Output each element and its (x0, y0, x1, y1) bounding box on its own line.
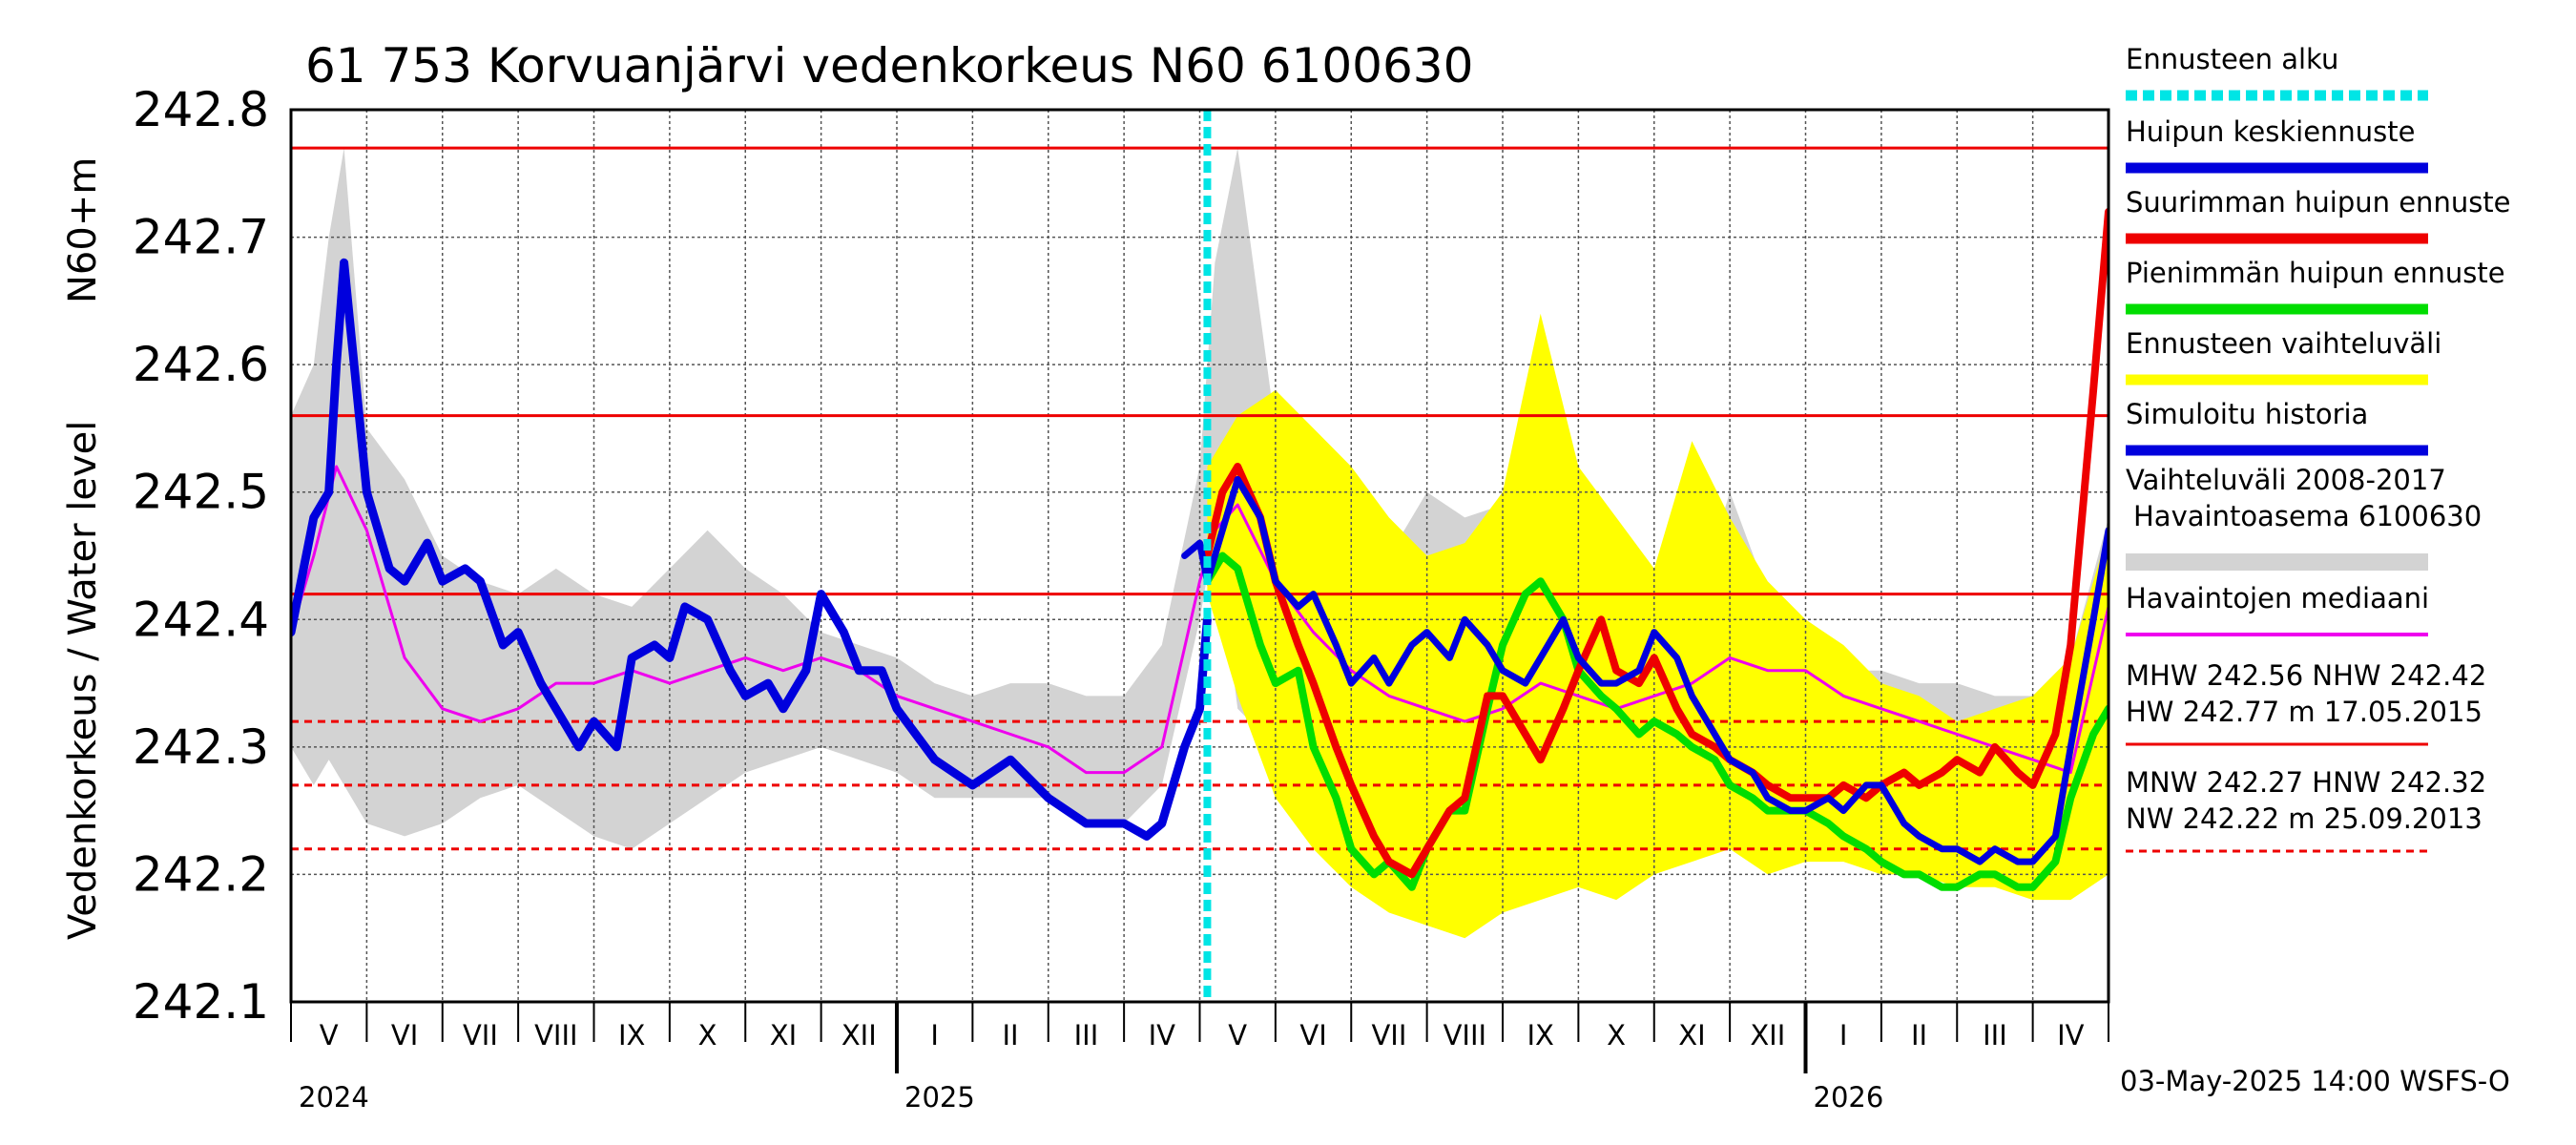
legend-label: Huipun keskiennuste (2126, 115, 2416, 148)
x-month-label: III (1074, 1019, 1099, 1051)
y-tick-label: 242.7 (133, 210, 269, 265)
y-tick-label: 242.8 (133, 82, 269, 137)
x-month-label: X (1607, 1019, 1626, 1051)
legend-label: Ennusteen alku (2126, 43, 2338, 75)
series-simuloitu-historia (291, 258, 1212, 841)
x-month-label: IV (1149, 1019, 1176, 1051)
legend-label: Vaihteluväli 2008-2017 (2126, 464, 2446, 496)
x-month-label: I (1839, 1019, 1848, 1051)
x-month-label: V (1228, 1019, 1247, 1051)
legend-label: Suurimman huipun ennuste (2126, 186, 2511, 219)
y-tick-label: 242.1 (133, 974, 269, 1030)
x-month-label: I (930, 1019, 939, 1051)
legend-stat-line: NW 242.22 m 25.09.2013 (2126, 802, 2483, 835)
x-month-label: IX (618, 1019, 645, 1051)
x-month-label: X (698, 1019, 717, 1051)
x-month-label: II (1003, 1019, 1019, 1051)
x-month-label: VII (463, 1019, 498, 1051)
chart-title: 61 753 Korvuanjärvi vedenkorkeus N60 610… (305, 38, 1473, 94)
x-month-label: III (1983, 1019, 2007, 1051)
legend-label: Havaintoasema 6100630 (2133, 500, 2482, 532)
x-month-label: V (320, 1019, 339, 1051)
legend-stat-line: MNW 242.27 HNW 242.32 (2126, 766, 2486, 799)
x-month-label: IX (1527, 1019, 1553, 1051)
legend-stat-line: MHW 242.56 NHW 242.42 (2126, 659, 2486, 692)
series-suurimman-huipun-ennuste (1203, 207, 2109, 879)
x-month-label: XI (770, 1019, 797, 1051)
plot-area (289, 108, 2110, 1004)
x-month-label: VI (391, 1019, 418, 1051)
legend-label: Ennusteen vaihteluväli (2126, 327, 2441, 360)
x-month-label: IV (2057, 1019, 2085, 1051)
series-pienimm-n-huipun-ennuste (1203, 552, 2109, 891)
x-year-label: 2025 (904, 1081, 975, 1114)
x-month-label: VIII (534, 1019, 578, 1051)
legend-label: Havaintojen mediaani (2126, 582, 2429, 614)
x-month-label: II (1911, 1019, 1927, 1051)
legend-label: Pienimmän huipun ennuste (2126, 257, 2505, 289)
x-month-label: XI (1678, 1019, 1705, 1051)
y-axis-label: Vedenkorkeus / Water level (61, 421, 105, 940)
x-month-label: VI (1299, 1019, 1326, 1051)
series-huipun-keskiennuste (1181, 475, 2109, 865)
x-year-label: 2024 (299, 1081, 369, 1114)
y-tick-label: 242.2 (133, 846, 269, 902)
y-tick-label: 242.3 (133, 719, 269, 775)
legend-label: Simuloitu historia (2126, 398, 2368, 430)
reference-lines-layer (291, 146, 2109, 851)
x-month-label: XII (841, 1019, 877, 1051)
footer-timestamp: 03-May-2025 14:00 WSFS-O (2120, 1065, 2510, 1097)
y-tick-label: 242.6 (133, 337, 269, 392)
series-havaintojen-mediaani (291, 465, 2109, 775)
x-year-label: 2026 (1814, 1081, 1884, 1114)
x-month-label: VIII (1444, 1019, 1487, 1051)
x-month-label: VII (1371, 1019, 1406, 1051)
legend: Ennusteen alku Huipun keskiennuste Suurimm… (2126, 43, 2511, 853)
y-tick-label: 242.5 (133, 465, 269, 520)
legend-stat-line: HW 242.77 m 17.05.2015 (2126, 696, 2483, 728)
y-tick-label: 242.4 (133, 592, 269, 647)
y-axis-unit-label: N60+m (61, 157, 105, 303)
x-month-label: XII (1750, 1019, 1785, 1051)
series-layer (291, 207, 2109, 891)
x-axis: V VI VII VIII IX X XI XII I II III IV V VI VII VIII IX X X… (290, 1002, 2109, 1114)
y-tick-labels: 242.1 242.2 242.3 242.4 242.5 242.6 242.7 242.8 (133, 82, 334, 1030)
